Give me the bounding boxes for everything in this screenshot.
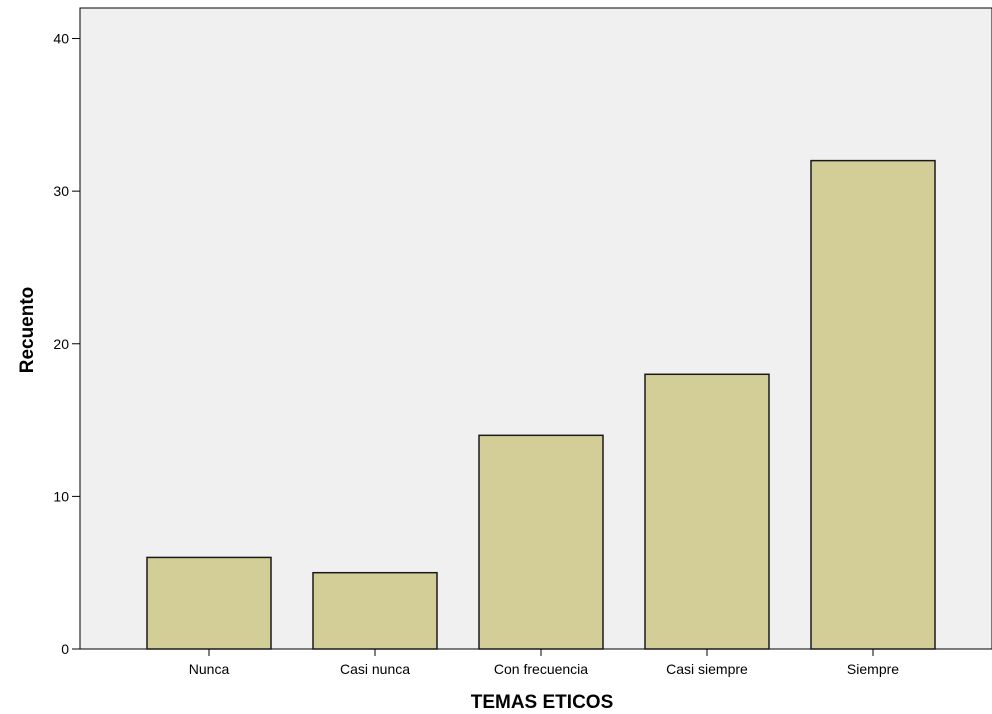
- bar-nunca: [146, 556, 272, 650]
- y-axis-title: Recuento: [17, 287, 38, 374]
- x-axis: Nunca Casi nunca Con frecuencia Casi siempr…: [189, 649, 899, 677]
- y-tick-label: 10: [53, 488, 69, 504]
- x-tick-label: Siempre: [847, 661, 899, 677]
- x-tick-label: Nunca: [189, 661, 230, 677]
- y-tick-label: 30: [53, 183, 69, 199]
- bar-con-frecuencia: [478, 434, 604, 650]
- x-tick-label: Casi nunca: [340, 661, 410, 677]
- x-axis-title: TEMAS ETICOS: [471, 692, 614, 713]
- bar-casi-siempre: [644, 373, 770, 650]
- y-tick-label: 0: [61, 641, 69, 657]
- y-tick-label: 40: [53, 31, 69, 47]
- y-axis: 0 10 20 30 40: [53, 31, 80, 657]
- bar-casi-nunca: [312, 571, 438, 650]
- y-tick-label: 20: [53, 336, 69, 352]
- bars-group: [146, 159, 936, 650]
- x-tick-label: Casi siempre: [666, 661, 748, 677]
- bar-siempre: [810, 159, 936, 650]
- x-tick-label: Con frecuencia: [494, 661, 588, 677]
